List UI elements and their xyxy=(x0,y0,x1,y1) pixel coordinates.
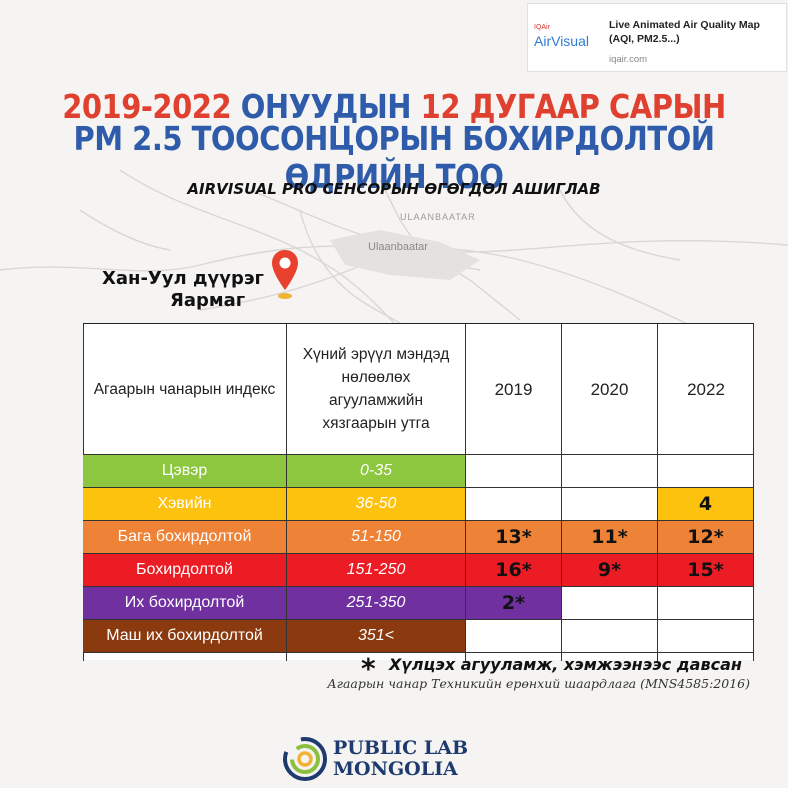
year-count-cell: 9* xyxy=(562,554,657,586)
footer-line1: PUBLIC LAB xyxy=(333,737,469,759)
aqi-category-label: Их бохирдолтой xyxy=(83,587,286,619)
aqi-limit-value: 0-35 xyxy=(287,455,465,487)
header-year-2022: 2022 xyxy=(687,379,725,399)
year-count-cell xyxy=(562,587,657,619)
grid-line xyxy=(286,324,287,661)
table-row: Маш их бохирдолтой 351< xyxy=(83,620,754,653)
year-count-cell xyxy=(658,455,753,487)
aqi-table: Агаарын чанарын индекс Хүний эрүүл мэндэ… xyxy=(83,323,754,661)
location-district: Хан-Уул дүүрэг xyxy=(102,268,264,289)
year-count-cell xyxy=(466,620,561,652)
year-count-cell xyxy=(466,455,561,487)
table-row: Цэвэр 0-35 xyxy=(83,455,754,488)
header-year-2020: 2020 xyxy=(590,379,629,399)
table-row: Хэвийн 36-50 4 xyxy=(83,488,754,521)
location-pin-icon xyxy=(272,250,298,299)
row-divider xyxy=(83,619,754,620)
year-count-cell xyxy=(562,455,657,487)
title-month: 12 ДУГААР САРЫН xyxy=(420,87,727,127)
year-count-cell: 13* xyxy=(466,521,561,553)
grid-line xyxy=(657,324,658,661)
aqi-category-label: Хэвийн xyxy=(83,488,286,520)
footer-logo-text: PUBLIC LAB MONGOLIA xyxy=(333,738,468,780)
page-subtitle: AIRVISUAL PRO СЕНСОРЫН ӨГӨГДӨЛ АШИГЛАВ xyxy=(187,180,601,198)
row-divider xyxy=(83,586,754,587)
aqi-category-label: Цэвэр xyxy=(83,455,286,487)
year-count-cell xyxy=(562,488,657,520)
row-divider xyxy=(83,520,754,521)
year-count-cell xyxy=(562,620,657,652)
aqi-category-label: Бохирдолтой xyxy=(83,554,286,586)
table-row: Бага бохирдолтой 51-150 13* 11* 12* xyxy=(83,521,754,554)
year-count-cell: 2* xyxy=(466,587,561,619)
airvisual-logo: IQAir AirVisual xyxy=(534,24,606,58)
map-label-city-upper: ULAANBAATAR xyxy=(400,212,476,222)
header-limit: Хүний эрүүл мэндэд нөлөөлөх агууламжийн … xyxy=(302,346,450,432)
year-count-cell: 12* xyxy=(658,521,753,553)
preview-domain: iqair.com xyxy=(609,54,648,65)
public-lab-logo-icon xyxy=(283,737,327,781)
preview-title[interactable]: Live Animated Air Quality Map (AQI, PM2.… xyxy=(609,19,760,45)
year-count-cell: 11* xyxy=(562,521,657,553)
row-divider xyxy=(83,652,754,653)
year-count-cell xyxy=(466,488,561,520)
location-area: Яармаг xyxy=(170,290,246,311)
logo-small-text: IQAir xyxy=(534,24,550,31)
page-title-line2: PM 2.5 ТООСОНЦОРЫН БОХИРДОЛТОЙ ӨДРИЙН ТО… xyxy=(73,119,715,197)
aqi-limit-value: 251-350 xyxy=(287,587,465,619)
header-divider xyxy=(83,454,754,455)
footer-line2: MONGOLIA xyxy=(333,758,458,780)
table-row: Их бохирдолтой 251-350 2* xyxy=(83,587,754,620)
aqi-limit-value: 36-50 xyxy=(287,488,465,520)
aqi-limit-value: 351< xyxy=(287,620,465,652)
logo-brand-text: AirVisual xyxy=(534,33,589,49)
aqi-limit-value: 51-150 xyxy=(287,521,465,553)
header-year-2019: 2019 xyxy=(494,379,533,399)
year-count-cell: 4 xyxy=(658,488,753,520)
aqi-category-label: Маш их бохирдолтой xyxy=(83,620,286,652)
note-exceeded: Хүлцэх агууламж, хэмжээнээс давсан xyxy=(389,655,742,674)
aqi-limit-value: 151-250 xyxy=(287,554,465,586)
grid-line xyxy=(561,324,562,661)
year-count-cell: 15* xyxy=(658,554,753,586)
title-years-word: ОНУУДЫН xyxy=(231,87,421,127)
header-index: Агаарын чанарын индекс xyxy=(93,380,276,398)
row-divider xyxy=(83,487,754,488)
page-title-line1: 2019-2022 ОНУУДЫН 12 ДУГААР САРЫН xyxy=(0,88,788,126)
note-asterisk: * xyxy=(361,652,376,685)
grid-line xyxy=(465,324,466,661)
year-count-cell xyxy=(658,620,753,652)
table-row: Бохирдолтой 151-250 16* 9* 15* xyxy=(83,554,754,587)
note-standard: Агаарын чанар Техникийн ерөнхий шаардлаг… xyxy=(327,676,750,691)
year-count-cell xyxy=(658,587,753,619)
link-preview-card[interactable]: IQAir AirVisual Live Animated Air Qualit… xyxy=(527,3,787,72)
grid-line xyxy=(753,324,754,661)
map-label-city: Ulaanbaatar xyxy=(368,241,428,253)
row-divider xyxy=(83,553,754,554)
title-years: 2019-2022 xyxy=(62,87,232,127)
map-background: ULAANBAATAR Ulaanbaatar xyxy=(0,169,788,350)
aqi-category-label: Бага бохирдолтой xyxy=(83,521,286,553)
year-count-cell: 16* xyxy=(466,554,561,586)
